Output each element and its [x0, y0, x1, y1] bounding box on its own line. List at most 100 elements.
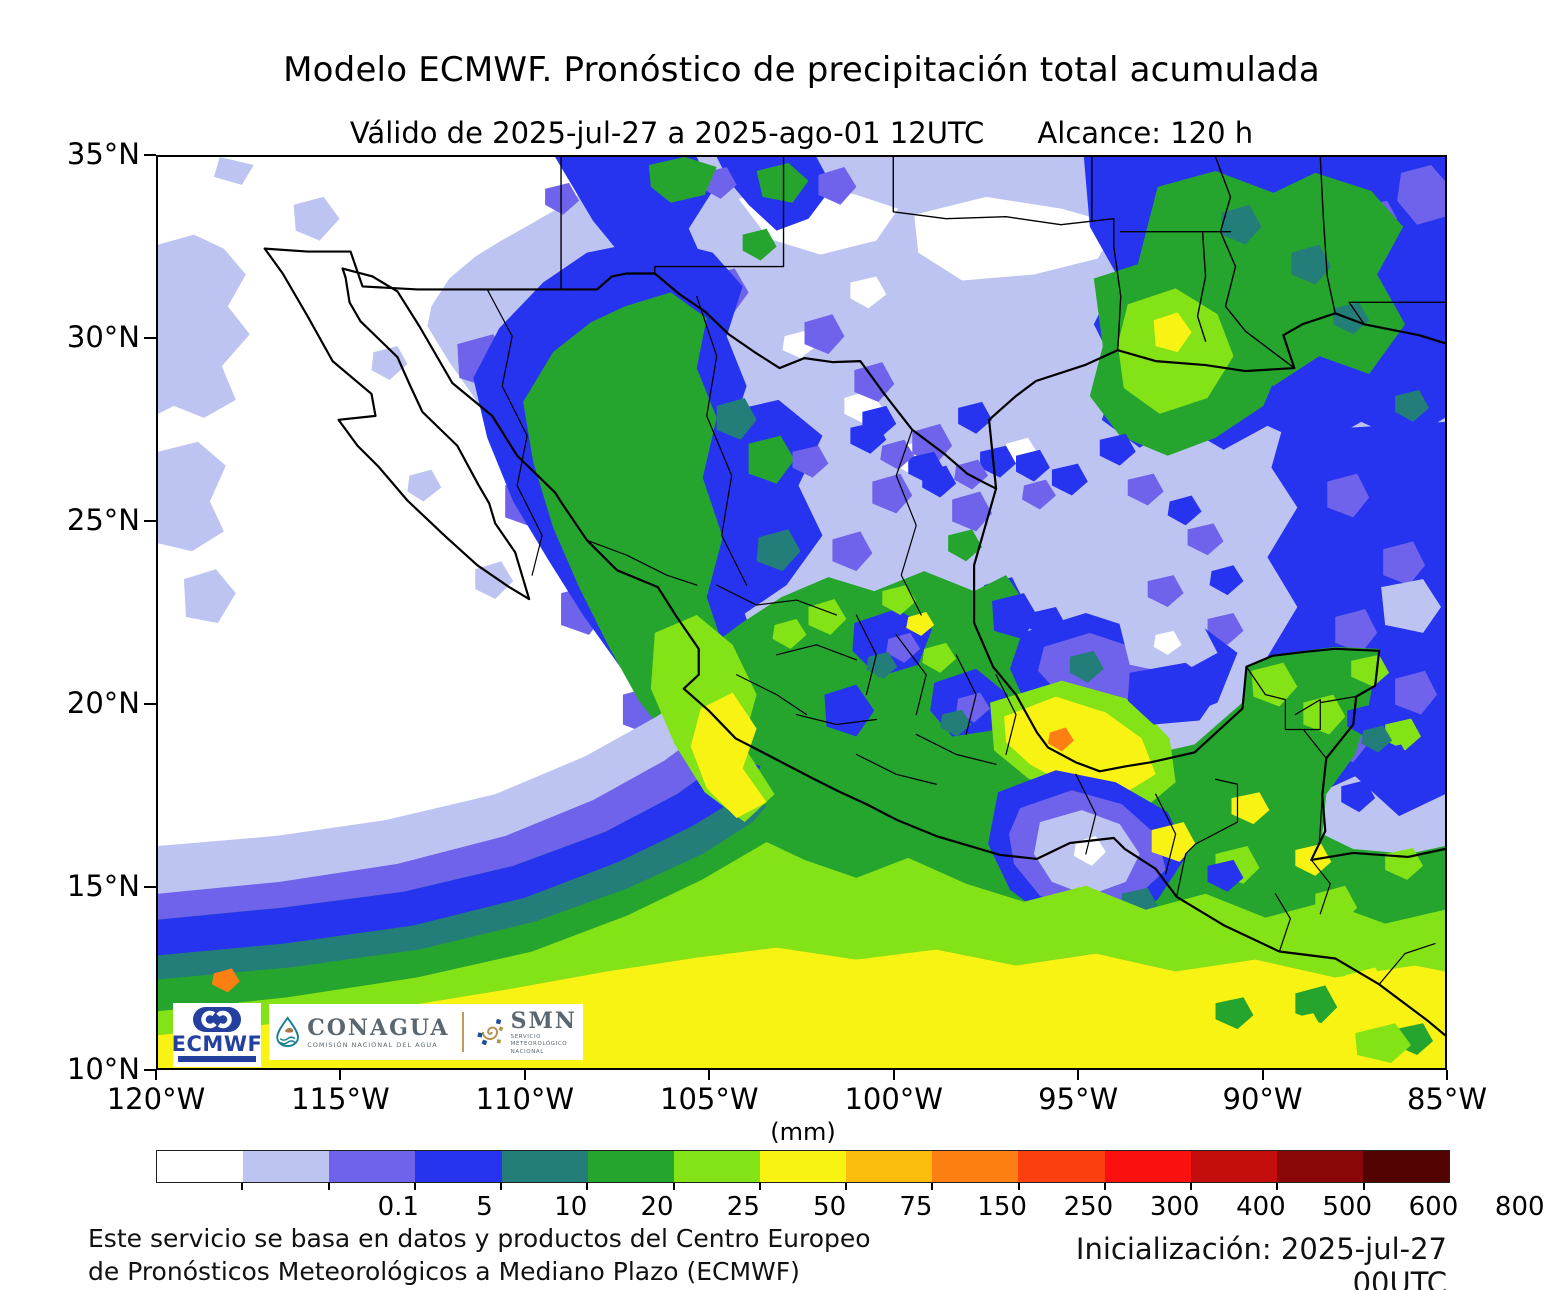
colorbar-cell — [1018, 1151, 1105, 1182]
colorbar-tick — [586, 1183, 589, 1190]
colorbar-tick — [1362, 1183, 1365, 1190]
colorbar — [156, 1150, 1450, 1183]
colorbar-label: 0.1 — [377, 1192, 419, 1222]
lon-tick — [1446, 1070, 1448, 1080]
colorbar-cell — [1276, 1151, 1363, 1182]
colorbar-tick — [672, 1183, 675, 1190]
colorbar-label: 500 — [1322, 1192, 1373, 1222]
lon-label: 110°W — [475, 1082, 575, 1116]
colorbar-label: 20 — [640, 1192, 674, 1222]
lat-label: 35°N — [66, 137, 140, 171]
lat-tick — [144, 1069, 156, 1071]
conagua-subtitle: COMISIÓN NACIONAL DEL AGUA — [307, 1040, 438, 1049]
colorbar-label: 600 — [1408, 1192, 1459, 1222]
lat-label: 10°N — [66, 1052, 140, 1086]
valid-range-text: Válido de 2025-jul-27 a 2025-ago-01 12UT… — [349, 116, 985, 150]
lat-label: 20°N — [66, 686, 140, 720]
colorbar-tick — [1276, 1183, 1279, 1190]
conagua-smn-logo: CONAGUA COMISIÓN NACIONAL DEL AGUA SMN S… — [269, 1004, 583, 1060]
colorbar-labels: 0.1 5 10 20 25 50 75 150 250 300 400 500 600 800 — [156, 1192, 1545, 1222]
colorbar-cell — [501, 1151, 588, 1182]
forecast-reach-text: Alcance: 120 h — [1037, 116, 1254, 150]
colorbar-cell — [587, 1151, 674, 1182]
colorbar-cell — [1190, 1151, 1277, 1182]
colorbar-label: 25 — [726, 1192, 760, 1222]
colorbar-tick — [758, 1183, 761, 1190]
ecmwf-wordmark: ECMWF — [171, 1032, 263, 1056]
colorbar-label: 300 — [1149, 1192, 1200, 1222]
lat-label: 15°N — [66, 869, 140, 903]
precip-field — [158, 157, 1445, 1068]
precipitation-field-svg — [158, 157, 1445, 1068]
service-note-line2: de Pronósticos Meteorológicos a Mediano … — [88, 1257, 800, 1286]
conagua-drop-icon — [276, 1016, 299, 1048]
colorbar-tick — [1190, 1183, 1193, 1190]
colorbar-label: 150 — [977, 1192, 1027, 1222]
colorbar-tick — [845, 1183, 848, 1190]
logo-divider — [462, 1012, 464, 1052]
lon-tick — [708, 1070, 711, 1080]
colorbar-tick — [1103, 1183, 1106, 1190]
colorbar-tick — [500, 1183, 503, 1190]
colorbar-label: 75 — [899, 1192, 933, 1222]
page-title: Modelo ECMWF. Pronóstico de precipitació… — [283, 50, 1320, 90]
lon-tick — [892, 1070, 895, 1080]
colorbar-cell — [1104, 1151, 1191, 1182]
colorbar-tick — [931, 1183, 934, 1190]
lat-tick — [144, 886, 156, 888]
colorbar-label: 800 — [1494, 1192, 1545, 1222]
ecmwf-logo: ECMWF — [171, 1003, 263, 1067]
lon-label: 95°W — [1038, 1082, 1119, 1116]
lat-tick — [144, 520, 156, 522]
colorbar-tick — [327, 1183, 330, 1190]
lon-label: 85°W — [1406, 1082, 1488, 1116]
lon-label: 115°W — [291, 1082, 390, 1116]
colorbar-tick — [241, 1183, 244, 1190]
colorbar-label: 250 — [1063, 1192, 1114, 1222]
colorbar-cell — [329, 1151, 416, 1182]
lon-tick — [1077, 1070, 1080, 1080]
colorbar-cell — [846, 1151, 933, 1182]
smn-spiral-icon — [477, 1018, 504, 1046]
lat-label: 25°N — [66, 503, 140, 537]
lon-tick — [1261, 1070, 1264, 1080]
lat-label: 30°N — [66, 320, 140, 354]
colorbar-cell — [759, 1151, 847, 1182]
lon-label: 120°W — [106, 1082, 206, 1116]
page-subtitle: Válido de 2025-jul-27 a 2025-ago-01 12UT… — [156, 116, 1447, 150]
lon-label: 105°W — [660, 1082, 759, 1116]
initialization-text: Inicialización: 2025-jul-27 00UTC — [1075, 1232, 1447, 1290]
conagua-text-block: CONAGUA COMISIÓN NACIONAL DEL AGUA — [307, 1016, 449, 1049]
lat-tick — [144, 337, 156, 339]
colorbar-label: 400 — [1236, 1192, 1286, 1222]
smn-subtitle-line1: SERVICIO — [510, 1033, 542, 1040]
colorbar-cell — [415, 1151, 502, 1182]
lon-label: 90°W — [1222, 1082, 1303, 1116]
service-note-line1: Este servicio se basa en datos y product… — [88, 1224, 871, 1253]
ecmwf-mark-icon — [193, 1007, 241, 1032]
state-borders — [486, 157, 1445, 985]
service-note: Este servicio se basa en datos y product… — [88, 1222, 871, 1288]
colorbar-cell — [932, 1151, 1019, 1182]
lon-tick — [339, 1070, 342, 1080]
colorbar-label: 5 — [476, 1192, 493, 1222]
smn-wordmark: SMN — [510, 1007, 577, 1034]
colorbar-label: 10 — [554, 1192, 588, 1222]
colorbar-label: 50 — [813, 1192, 847, 1222]
lon-tick — [523, 1070, 526, 1080]
smn-subtitle-line2: METEOROLÓGICO — [510, 1041, 568, 1048]
conagua-wordmark: CONAGUA — [307, 1014, 450, 1041]
colorbar-cell — [243, 1151, 330, 1182]
colorbar-cell — [673, 1151, 760, 1182]
lon-label: 100°W — [844, 1082, 943, 1116]
lat-tick — [144, 703, 156, 705]
colorbar-cell — [1362, 1151, 1450, 1182]
ecmwf-tagline-strip — [178, 1056, 256, 1062]
colorbar-cell — [157, 1151, 244, 1182]
lat-tick — [144, 154, 156, 156]
smn-text-block: SMN SERVICIO METEOROLÓGICO NACIONAL — [511, 1009, 577, 1056]
smn-subtitle-line3: NACIONAL — [510, 1048, 544, 1055]
lon-tick — [155, 1070, 157, 1080]
colorbar-units: (mm) — [770, 1118, 836, 1146]
